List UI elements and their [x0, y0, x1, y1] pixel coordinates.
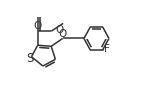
- Text: O: O: [55, 25, 64, 35]
- Text: S: S: [26, 52, 33, 65]
- Text: F: F: [104, 44, 110, 54]
- Text: O: O: [34, 21, 42, 31]
- Text: O: O: [58, 29, 67, 39]
